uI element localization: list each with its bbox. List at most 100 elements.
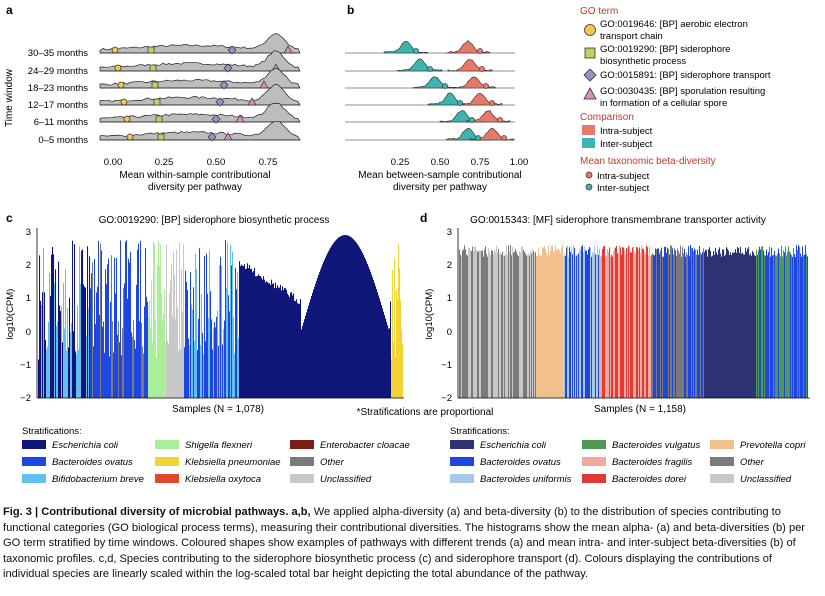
bar xyxy=(267,282,269,398)
ridge xyxy=(383,41,429,54)
legend-swatch xyxy=(155,474,179,483)
bar xyxy=(59,305,61,398)
bar xyxy=(356,242,358,398)
bar xyxy=(700,252,702,398)
bar xyxy=(196,268,198,398)
square-marker xyxy=(149,64,157,72)
row-label: 6–11 months xyxy=(34,117,88,128)
bar xyxy=(710,251,712,398)
bar xyxy=(622,246,624,398)
bar xyxy=(613,250,615,398)
bar xyxy=(380,301,382,398)
bar xyxy=(679,253,681,398)
bar xyxy=(552,245,554,398)
bar xyxy=(258,274,260,398)
bar xyxy=(147,301,149,398)
ridge xyxy=(99,50,301,72)
row-label: 30–35 months xyxy=(28,48,88,59)
bar xyxy=(181,269,183,398)
bar xyxy=(729,255,731,398)
bar xyxy=(253,271,255,398)
bar xyxy=(384,315,386,398)
bar xyxy=(518,255,520,398)
panel-b-xlabel: Mean between-sample contributional xyxy=(358,170,521,181)
bar xyxy=(720,253,722,398)
bar xyxy=(607,248,609,398)
bar xyxy=(578,253,580,398)
bar xyxy=(689,256,691,398)
bar xyxy=(612,256,614,398)
bar xyxy=(189,345,191,398)
bar xyxy=(169,293,171,398)
bar xyxy=(556,249,558,398)
bar xyxy=(783,250,785,398)
dot-marker xyxy=(489,100,495,106)
bar xyxy=(235,267,237,398)
bar xyxy=(503,255,505,398)
bar xyxy=(84,286,86,398)
bar xyxy=(372,277,374,398)
tick-label: 0.75 xyxy=(471,157,490,168)
bar xyxy=(205,341,207,398)
bar xyxy=(64,328,66,398)
bar xyxy=(265,282,267,398)
bar xyxy=(463,249,465,398)
bar xyxy=(643,248,645,398)
bar xyxy=(682,247,684,398)
panel-b-ticks: 0.25 0.50 0.75 1.00 xyxy=(391,157,529,168)
bar xyxy=(92,262,94,398)
legend-swatch xyxy=(450,440,474,449)
legend-label: Bacteroides ovatus xyxy=(480,457,561,468)
dot-marker xyxy=(479,66,485,72)
bar xyxy=(616,245,618,398)
bar xyxy=(180,349,182,398)
bar xyxy=(806,254,808,398)
bar xyxy=(610,256,612,398)
bar xyxy=(385,318,387,398)
bar xyxy=(342,235,344,398)
bar xyxy=(206,253,208,398)
bar xyxy=(87,246,89,398)
bar xyxy=(804,254,806,398)
row-label: 24–29 months xyxy=(28,66,88,77)
bar xyxy=(738,247,740,398)
bar xyxy=(108,258,110,398)
bar xyxy=(564,254,566,398)
panel-c-xlabel: Samples (N = 1,078) xyxy=(172,404,264,415)
bar xyxy=(617,253,619,398)
bar xyxy=(591,256,593,398)
bar xyxy=(309,302,311,398)
bar xyxy=(759,246,761,398)
bar xyxy=(49,273,51,398)
bar xyxy=(165,341,167,398)
bar xyxy=(254,267,256,398)
bar xyxy=(109,356,111,398)
bar xyxy=(197,350,199,398)
bar xyxy=(603,246,605,398)
bar xyxy=(587,254,589,398)
legend-swatch xyxy=(450,457,474,466)
bar xyxy=(538,247,540,398)
swatch xyxy=(582,125,595,135)
square-marker xyxy=(157,133,165,141)
bar xyxy=(223,328,225,398)
bar xyxy=(397,299,399,398)
bar xyxy=(303,322,305,398)
bar xyxy=(50,295,52,398)
bar xyxy=(57,321,59,398)
bar xyxy=(793,248,795,398)
bar xyxy=(338,237,340,398)
bar xyxy=(548,245,550,398)
bar xyxy=(252,272,254,398)
bar xyxy=(134,340,136,398)
bar xyxy=(688,246,690,398)
bar xyxy=(477,251,479,398)
bar xyxy=(239,261,241,398)
ridge xyxy=(99,67,301,89)
bar xyxy=(559,250,561,398)
bar xyxy=(330,247,332,398)
bar xyxy=(286,289,288,398)
bar xyxy=(340,236,342,398)
bar xyxy=(553,250,555,398)
legend-label: Klebsiella pneumoniae xyxy=(185,457,281,468)
